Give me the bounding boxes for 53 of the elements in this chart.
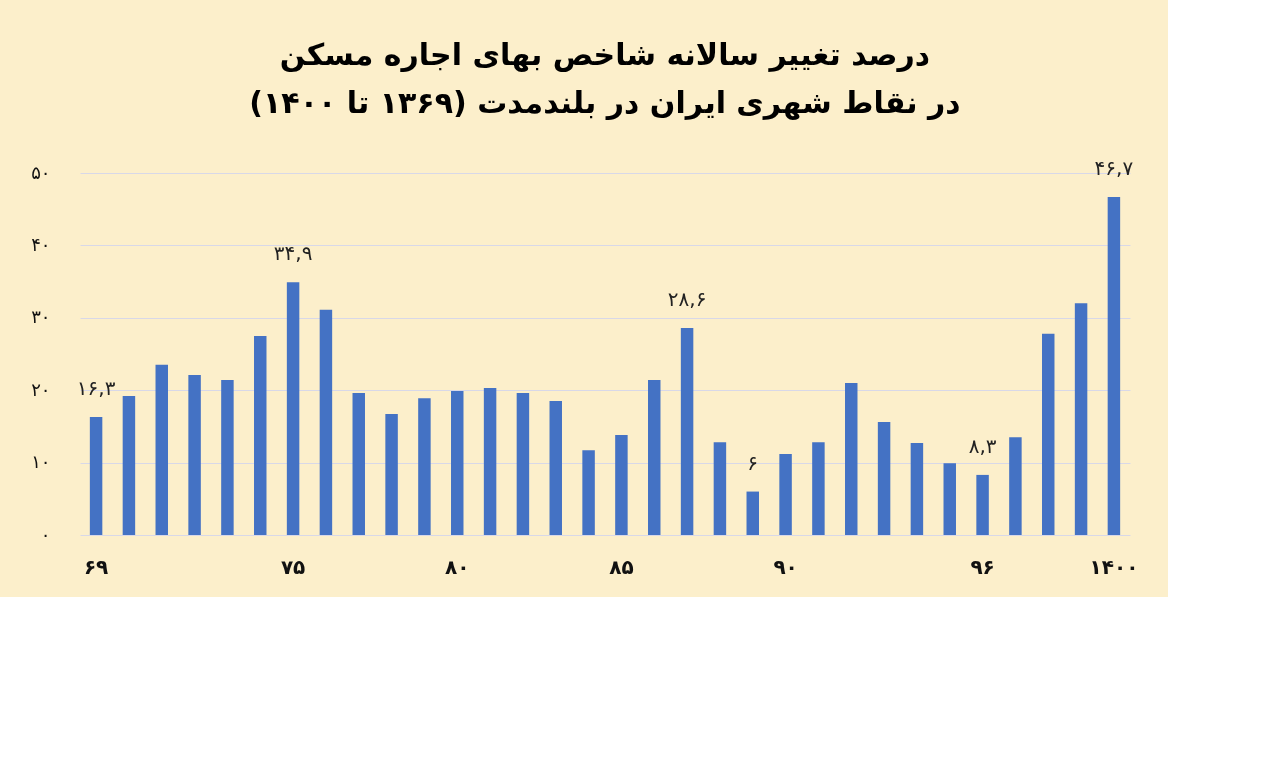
- bar: [746, 491, 759, 535]
- x-tick-label: ۹۰: [773, 554, 798, 579]
- bar: [779, 453, 792, 535]
- x-tick-label: ۱۴۰۰: [1089, 554, 1139, 579]
- bar: [155, 364, 168, 535]
- y-tick-label: ۴۰: [31, 233, 51, 255]
- x-tick-label: ۶۹: [83, 554, 109, 579]
- chart-title: درصد تغییر سالانه شاخص بهای اجاره مسکن: [279, 36, 931, 72]
- bar: [286, 282, 300, 535]
- bar: [549, 401, 562, 535]
- bar: [648, 380, 661, 535]
- bar: [615, 435, 628, 535]
- bar: [451, 390, 464, 535]
- data-label: ۴۶,۷: [1094, 155, 1134, 180]
- bar: [221, 380, 234, 535]
- bar: [89, 416, 103, 535]
- x-tick-label: ۸۰: [445, 554, 470, 579]
- x-tick-label: ۷۵: [280, 554, 306, 579]
- bar: [254, 335, 267, 535]
- y-tick-label: ۱۰: [31, 451, 51, 473]
- y-tick-label: ۳۰: [31, 306, 51, 328]
- bar: [1107, 196, 1121, 535]
- bar: [483, 388, 497, 535]
- bar: [385, 414, 398, 535]
- y-tick-label: ۰: [40, 523, 51, 545]
- bar: [713, 442, 727, 535]
- bar: [943, 463, 956, 535]
- bar: [418, 398, 431, 535]
- bar: [845, 382, 858, 535]
- chart-subtitle: در نقاط شهری ایران در بلندمدت (۱۳۶۹ تا ۱۴۰۰): [249, 84, 961, 120]
- bar: [319, 309, 333, 535]
- bar: [122, 395, 136, 535]
- data-label: ۲۸,۶: [667, 286, 707, 311]
- bar: [352, 393, 365, 535]
- data-label: ۶: [747, 450, 759, 475]
- y-tick-label: ۲۰: [31, 378, 51, 400]
- bar: [1009, 437, 1022, 535]
- bar: [188, 375, 201, 535]
- bar: [877, 422, 891, 535]
- bar: [976, 474, 989, 535]
- bar: [680, 327, 694, 535]
- bar: [516, 393, 530, 535]
- bar: [1074, 303, 1088, 535]
- bar: [1042, 333, 1055, 535]
- x-tick-label: ۹۶: [970, 554, 995, 579]
- bar: [812, 442, 825, 535]
- data-label: ۸,۳: [968, 433, 997, 458]
- data-label: ۳۴,۹: [273, 241, 313, 266]
- x-tick-label: ۸۵: [609, 554, 634, 579]
- y-tick-label: ۵۰: [31, 161, 51, 183]
- bar: [582, 450, 595, 535]
- bar: [910, 443, 924, 535]
- data-label: ۱۶,۳: [76, 375, 116, 400]
